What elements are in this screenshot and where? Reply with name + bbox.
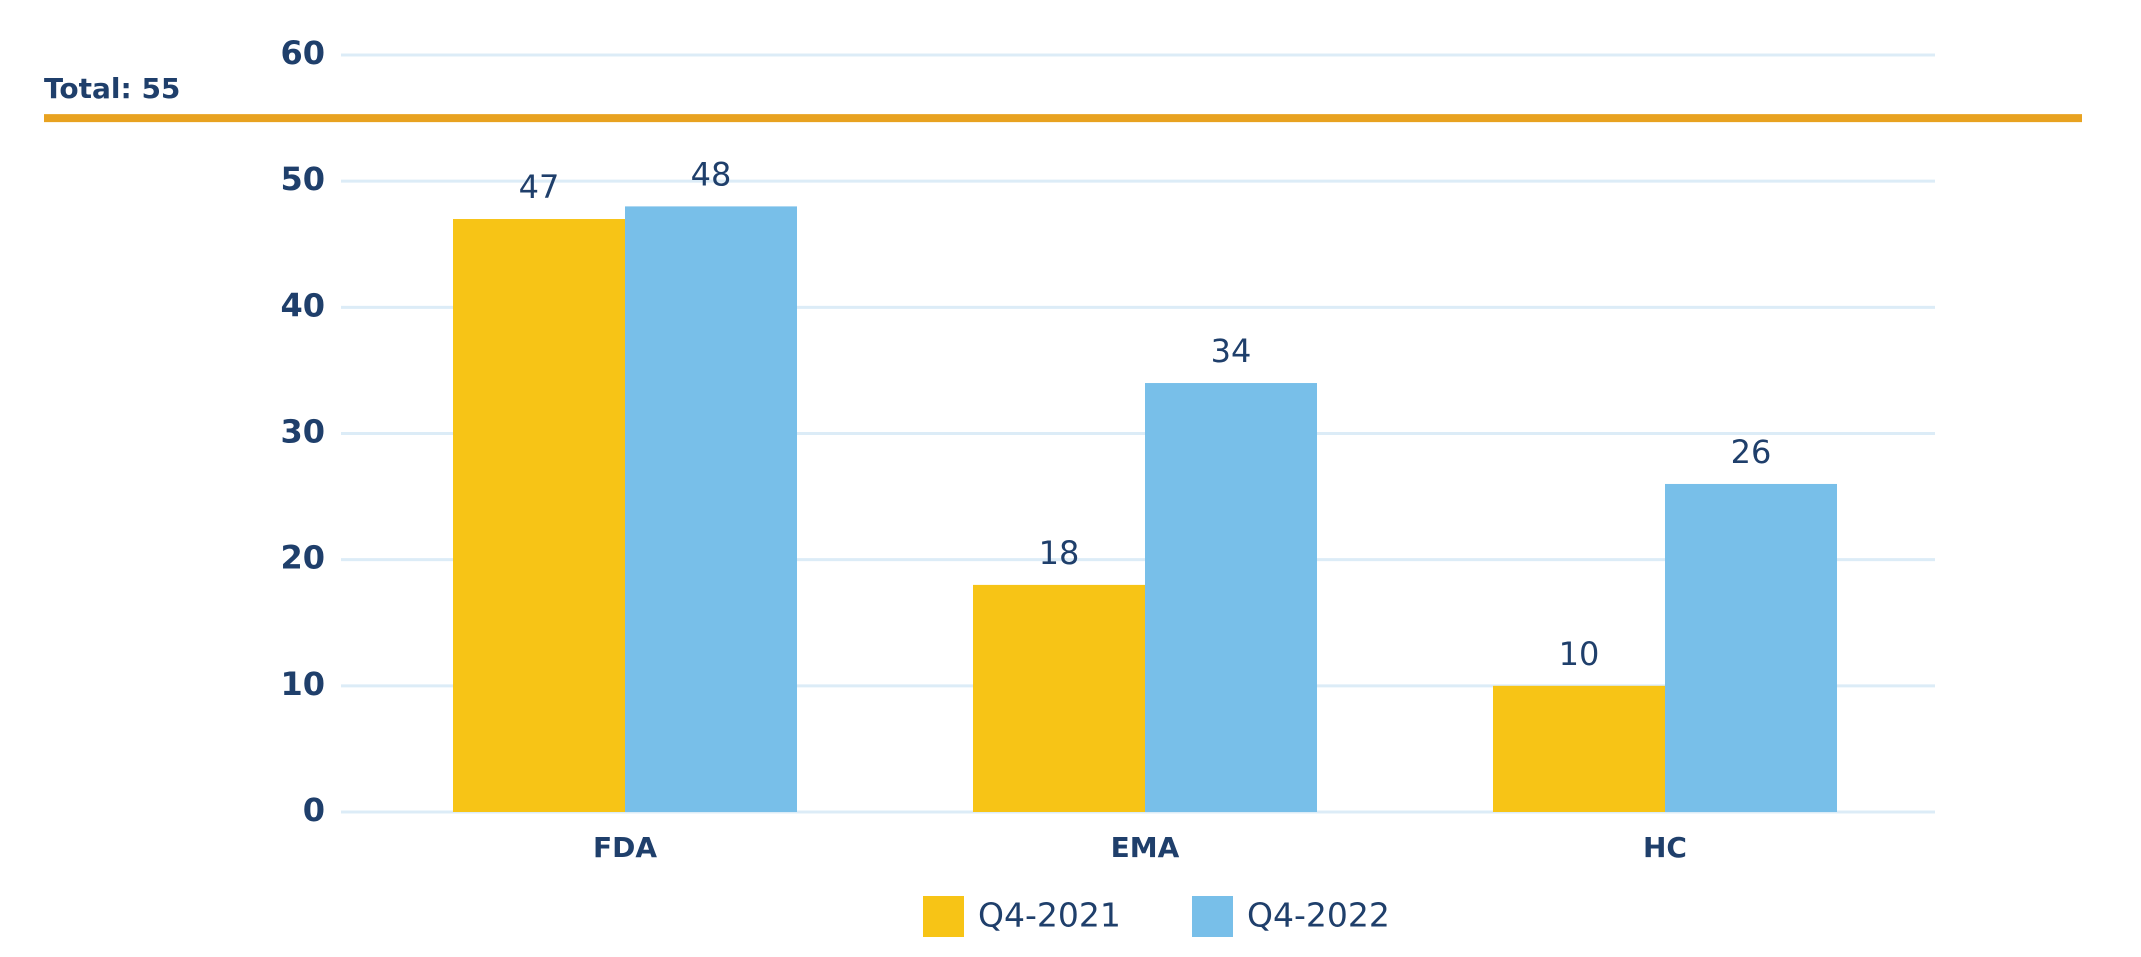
y-tick-label: 30 [280, 413, 325, 451]
legend-swatch [923, 896, 964, 937]
y-tick-label: 20 [280, 539, 325, 577]
bar [1145, 383, 1317, 812]
legend-label: Q4-2022 [1247, 896, 1390, 935]
value-label: 47 [519, 168, 560, 206]
value-label: 18 [1039, 534, 1080, 572]
reference-label: Total: 55 [44, 72, 180, 105]
value-label: 10 [1559, 635, 1600, 673]
bar [625, 206, 797, 812]
y-tick-label: 0 [303, 791, 325, 829]
y-tick-label: 60 [280, 34, 325, 72]
bar [453, 219, 625, 812]
y-tick-label: 50 [280, 160, 325, 198]
y-tick-label: 10 [280, 665, 325, 703]
x-tick-label: FDA [593, 831, 657, 864]
bar [973, 584, 1145, 812]
y-tick-label: 40 [280, 286, 325, 324]
value-label: 26 [1731, 433, 1772, 471]
bar [1665, 483, 1837, 812]
legend-label: Q4-2021 [978, 896, 1121, 935]
value-label: 34 [1211, 332, 1252, 370]
bar [1493, 685, 1665, 812]
x-tick-label: HC [1643, 831, 1687, 864]
value-label: 48 [691, 155, 732, 193]
x-tick-label: EMA [1111, 831, 1180, 864]
legend-swatch [1192, 896, 1233, 937]
